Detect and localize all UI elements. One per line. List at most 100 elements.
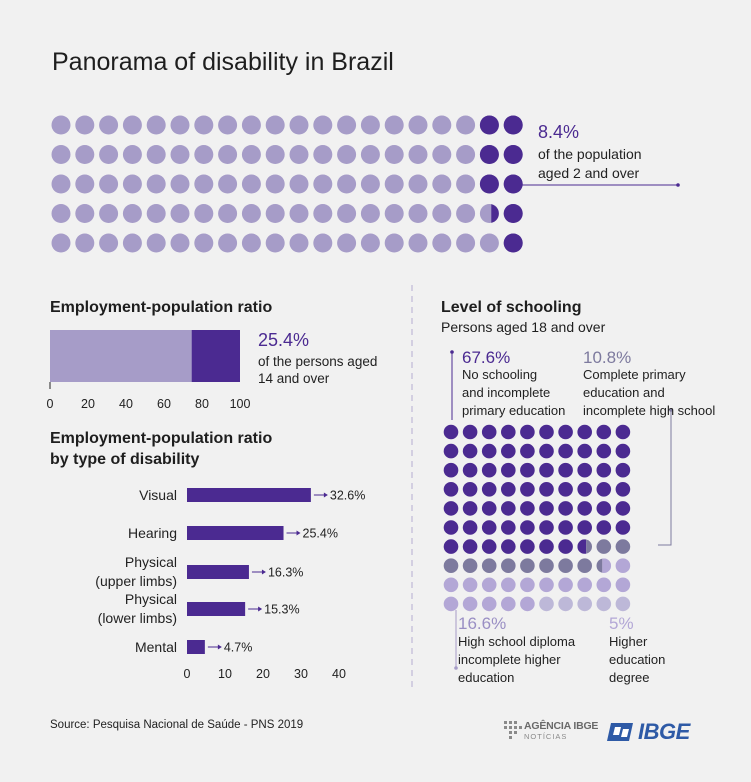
waffle1-dot — [456, 115, 476, 135]
schooling-dot-highschool — [462, 577, 478, 593]
waffle1-dot — [456, 233, 476, 253]
seg4-value: 5% — [609, 614, 634, 633]
schooling-dot-no-schooling — [577, 539, 587, 554]
page-title: Panorama of disability in Brazil — [52, 48, 394, 76]
disability-category-label: Physical — [125, 591, 177, 607]
schooling-dot-primary — [539, 558, 554, 573]
waffle1-dot — [360, 115, 380, 135]
schooling-dot-primary — [481, 558, 497, 573]
waffle1-dot — [241, 204, 261, 223]
seg4-line2: education — [609, 652, 666, 667]
schooling-dot-highschool — [443, 577, 459, 593]
waffle1-dot — [122, 145, 142, 164]
schooling-dot-no-schooling — [501, 443, 516, 459]
waffle1-desc-2: aged 2 and over — [538, 165, 640, 181]
waffle1-dot — [289, 115, 309, 135]
waffle1-dot — [337, 115, 357, 135]
waffle1-dot — [313, 145, 333, 164]
employment-tick-label: 80 — [195, 397, 209, 411]
waffle1-dot — [289, 233, 309, 253]
waffle1-dot — [99, 233, 119, 253]
waffle1-dot — [122, 204, 142, 223]
schooling-dot-no-schooling — [462, 482, 478, 497]
waffle1-leader-dot — [676, 183, 680, 187]
waffle1-dot — [360, 204, 380, 223]
schooling-dot-no-schooling — [558, 482, 573, 497]
waffle1-dot — [432, 174, 452, 194]
schooling-dot-no-schooling — [558, 501, 573, 516]
waffle1-dot — [337, 174, 357, 194]
schooling-dot-no-schooling — [443, 462, 459, 478]
employment-tick-label: 0 — [47, 397, 54, 411]
schooling-dot-highschool — [539, 577, 554, 593]
waffle1-dot — [99, 145, 119, 164]
waffle1-dot — [265, 115, 285, 135]
schooling-dot-no-schooling — [596, 462, 612, 478]
schooling-dot-no-schooling — [539, 539, 554, 554]
seg2-leader — [658, 410, 672, 546]
schooling-dot-primary — [462, 558, 478, 573]
disability-tick-label: 30 — [294, 667, 308, 681]
seg3-line3: education — [458, 670, 515, 685]
waffle1-dot — [408, 233, 428, 253]
waffle1-dot — [360, 174, 380, 194]
waffle1-dot-filled — [503, 233, 523, 253]
waffle1-value: 8.4% — [538, 122, 580, 142]
schooling-dot-no-schooling — [558, 520, 573, 535]
schooling-dot-no-schooling — [481, 539, 497, 554]
waffle1-dot — [337, 204, 357, 223]
disability-bar — [187, 526, 284, 540]
schooling-dot-primary — [596, 539, 612, 554]
schooling-dot-highschool — [615, 558, 631, 573]
waffle1-dot — [265, 145, 285, 164]
disability-tick-label: 40 — [332, 667, 346, 681]
schooling-dot-no-schooling — [615, 443, 631, 459]
schooling-dot-no-schooling — [481, 520, 497, 535]
waffle1-dot — [265, 204, 285, 223]
waffle1-dot — [218, 174, 238, 194]
schooling-dot-higher — [558, 596, 573, 612]
schooling-dot-no-schooling — [501, 424, 516, 440]
waffle1-dot-filled — [479, 115, 499, 135]
waffle1-dot — [194, 145, 214, 164]
schooling-dot-highschool — [596, 577, 612, 593]
schooling-dot-no-schooling — [443, 482, 459, 497]
waffle1-dot — [75, 145, 95, 164]
waffle1-dot — [51, 204, 71, 223]
disability-tick-label: 0 — [184, 667, 191, 681]
schooling-dot-primary — [586, 539, 592, 554]
schooling-dot-no-schooling — [501, 501, 516, 516]
waffle1-dot — [122, 233, 142, 253]
waffle1-dot — [51, 115, 71, 135]
employment-desc-1: of the persons aged — [258, 354, 378, 369]
waffle1-dot — [289, 145, 309, 164]
disability-bar-arrowhead — [217, 644, 222, 650]
schooling-dot-no-schooling — [577, 443, 592, 459]
disability-value-label: 16.3% — [268, 566, 303, 580]
schooling-subtitle: Persons aged 18 and over — [441, 319, 606, 335]
schooling-dot-no-schooling — [481, 462, 497, 478]
schooling-dot-no-schooling — [501, 462, 516, 478]
schooling-dot-highschool — [615, 577, 631, 593]
waffle1-dot — [384, 204, 404, 223]
waffle1-dot — [432, 145, 452, 164]
schooling-waffle — [443, 350, 673, 670]
schooling-dot-no-schooling — [539, 482, 554, 497]
disability-bar — [187, 488, 311, 502]
waffle1-dot — [146, 204, 166, 223]
schooling-dot-no-schooling — [615, 501, 631, 516]
disability-value-label: 32.6% — [330, 489, 365, 503]
schooling-dot-no-schooling — [462, 520, 478, 535]
schooling-dot-no-schooling — [443, 501, 459, 516]
disability-bar — [187, 602, 246, 616]
disability-chart-title-1: Employment-population ratio — [50, 430, 273, 447]
waffle1-dot — [170, 233, 190, 253]
seg2-line2: education and — [583, 385, 665, 400]
schooling-dot-highschool — [462, 596, 478, 612]
schooling-dot-highschool — [577, 577, 592, 593]
schooling-dot-no-schooling — [596, 424, 612, 440]
waffle1-dot-filled — [479, 145, 499, 164]
waffle1-dot — [99, 174, 119, 194]
employment-tick-label: 60 — [157, 397, 171, 411]
schooling-dot-no-schooling — [539, 462, 554, 478]
